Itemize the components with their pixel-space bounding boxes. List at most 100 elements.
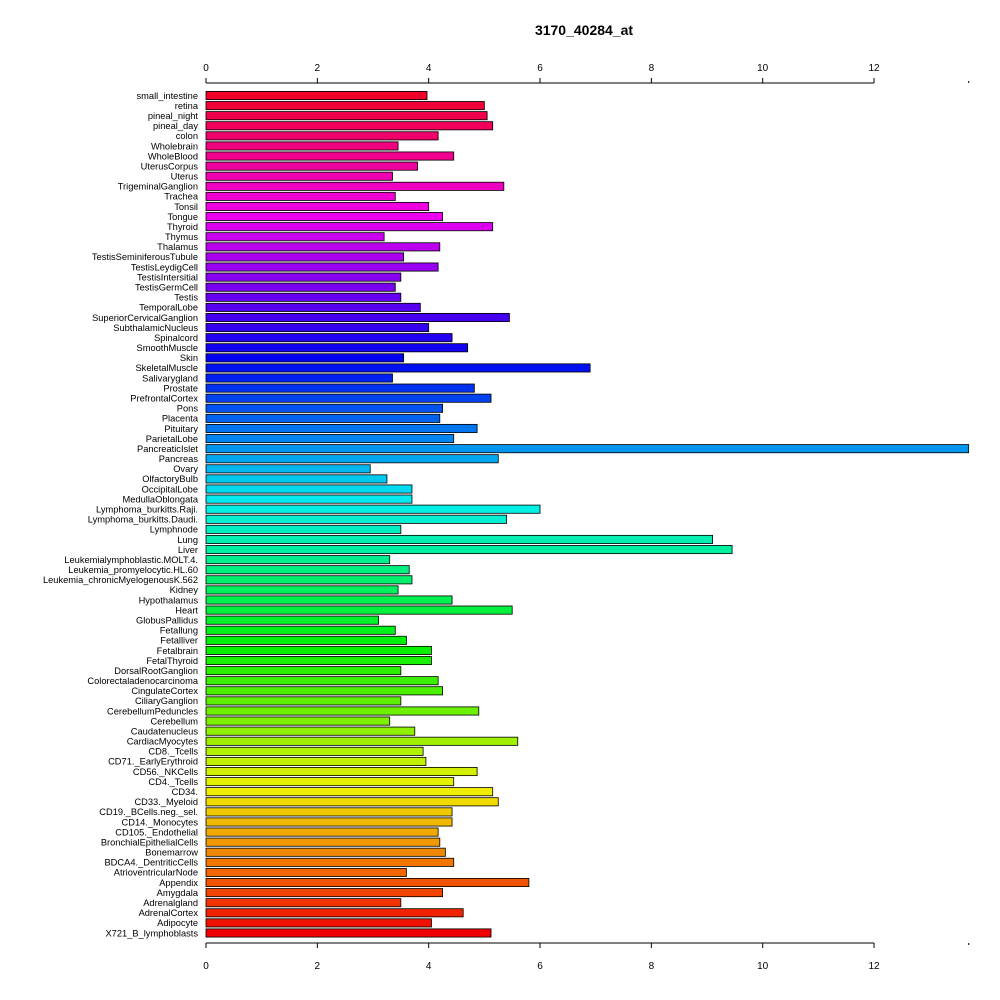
- category-label: Testis: [174, 293, 198, 303]
- category-label: CerebellumPeduncles: [107, 706, 198, 716]
- category-label: TestisGermCell: [135, 283, 198, 293]
- category-label: TemporalLobe: [139, 303, 198, 313]
- bar: [205, 716, 391, 726]
- category-label: Pancreas: [159, 454, 199, 464]
- bar: [205, 524, 402, 534]
- category-label: TestisSeminiferousTubule: [92, 252, 198, 262]
- category-label: SuperiorCervicalGanglion: [92, 313, 198, 323]
- bar: [205, 514, 508, 524]
- bottom-axis-tick-label: 8: [649, 961, 655, 972]
- top-axis-tick-label: 10: [757, 63, 769, 74]
- category-label: CD34.: [172, 787, 198, 797]
- bar: [205, 565, 410, 575]
- category-label: Uterus: [171, 172, 199, 182]
- category-label: small_intestine: [137, 91, 199, 101]
- bar: [205, 171, 393, 181]
- category-label: X721_B_lymphoblasts: [105, 928, 198, 938]
- bar: [205, 898, 402, 908]
- bar: [205, 504, 541, 514]
- category-label: retina: [175, 101, 199, 111]
- bar: [205, 323, 430, 333]
- bar: [205, 635, 407, 645]
- bar: [205, 595, 453, 605]
- bar: [205, 201, 430, 211]
- bar: [205, 161, 418, 171]
- bar: [205, 918, 432, 928]
- category-label: SkeletalMuscle: [135, 363, 198, 373]
- bar: [205, 242, 441, 252]
- bar: [205, 605, 513, 615]
- bar: [205, 756, 427, 766]
- category-label: PancreaticIslet: [137, 444, 198, 454]
- category-label: Tongue: [167, 212, 198, 222]
- bottom-axis-tick-label: 10: [757, 961, 769, 972]
- category-label: Hypothalamus: [139, 595, 199, 605]
- category-label: PrefrontalCortex: [130, 394, 198, 404]
- category-label: Lymphoma_burkitts.Daudi.: [88, 515, 198, 525]
- bottom-axis-tick-label: 0: [203, 961, 209, 972]
- category-label: CD19._BCells.neg._sel.: [99, 807, 198, 817]
- bar: [205, 121, 494, 131]
- category-label: OlfactoryBulb: [142, 474, 198, 484]
- bar: [205, 706, 480, 716]
- bar: [205, 272, 402, 282]
- bar: [205, 615, 379, 625]
- bar: [205, 837, 441, 847]
- bar: [205, 282, 396, 292]
- bar: [205, 857, 455, 867]
- bar: [205, 484, 413, 494]
- bar: [205, 696, 402, 706]
- category-label: Caudatenucleus: [131, 726, 199, 736]
- category-label: DorsalRootGanglion: [114, 666, 198, 676]
- category-label: Leukemia_promyelocytic.HL.60: [68, 565, 198, 575]
- bar: [205, 494, 413, 504]
- bar: [205, 333, 453, 343]
- category-label: pineal_night: [148, 111, 199, 121]
- bar: [205, 656, 432, 666]
- category-label: Lung: [177, 535, 198, 545]
- bar: [205, 575, 413, 585]
- bar: [205, 393, 492, 403]
- category-label: MedullaOblongata: [123, 494, 199, 504]
- category-label: WholeBlood: [148, 151, 198, 161]
- category-label: Appendix: [159, 878, 198, 888]
- bar: [205, 423, 478, 433]
- bar: [205, 585, 399, 595]
- top-axis-tick-label: 2: [315, 63, 321, 74]
- bar: [205, 101, 485, 111]
- top-axis-tick-label: 4: [426, 63, 432, 74]
- category-label: Adrenalgland: [143, 898, 198, 908]
- top-axis-tick-label: 6: [537, 63, 543, 74]
- bar: [205, 131, 439, 141]
- bar: [205, 847, 446, 857]
- category-label: Adipocyte: [157, 918, 198, 928]
- bar: [205, 645, 432, 655]
- category-label: CingulateCortex: [131, 686, 198, 696]
- category-label: AtrioventricularNode: [114, 868, 198, 878]
- bar: [205, 292, 402, 302]
- category-labels: small_intestineretinapineal_nightpineal_…: [43, 91, 199, 938]
- bar: [205, 464, 371, 474]
- top-axis-tick-label: 0: [203, 63, 209, 74]
- bar: [205, 212, 444, 222]
- category-label: Placenta: [162, 414, 199, 424]
- category-label: Fetalliver: [160, 636, 198, 646]
- category-label: pineal_day: [153, 121, 198, 131]
- bar: [205, 373, 393, 383]
- category-label: OccipitalLobe: [142, 484, 198, 494]
- bar: [205, 444, 970, 454]
- bottom-axis-tick-label: 6: [537, 961, 543, 972]
- category-label: Kidney: [170, 585, 199, 595]
- category-label: Amygdala: [157, 888, 199, 898]
- category-label: Cerebellum: [150, 716, 198, 726]
- category-label: Thyroid: [167, 222, 198, 232]
- category-label: GlobusPallidus: [136, 615, 198, 625]
- chart-title: 3170_40284_at: [535, 22, 633, 38]
- bar: [205, 343, 469, 353]
- category-label: Spinalcord: [154, 333, 198, 343]
- bar: [205, 454, 499, 464]
- category-label: ParietalLobe: [146, 434, 198, 444]
- category-label: Leukemialymphoblastic.MOLT.4.: [64, 555, 198, 565]
